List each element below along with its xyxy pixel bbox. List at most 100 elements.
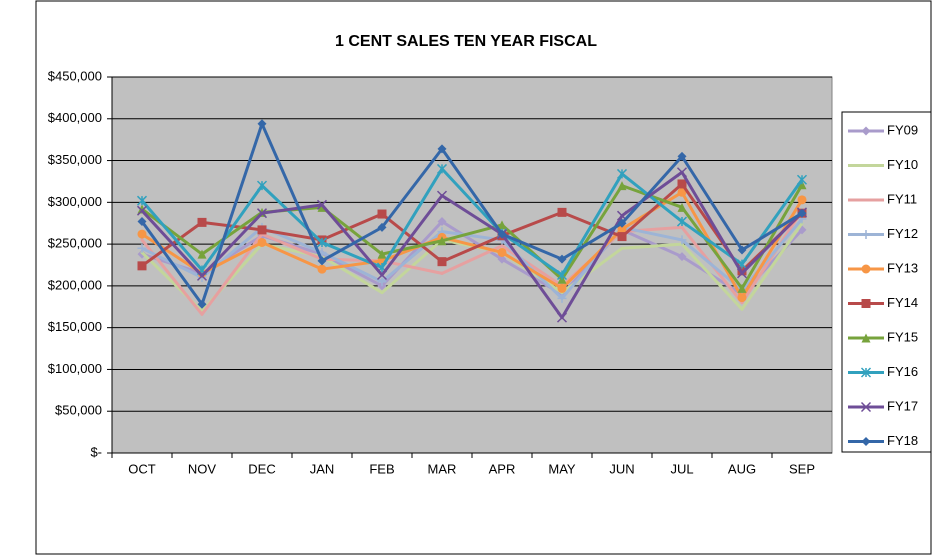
marker — [861, 333, 871, 343]
marker — [497, 247, 507, 257]
marker — [617, 218, 627, 228]
marker — [256, 208, 268, 219]
marker — [796, 174, 808, 185]
legend-label: FY18 — [887, 433, 918, 448]
series-line — [141, 184, 804, 290]
chart-title: 1 CENT SALES TEN YEAR FISCAL — [335, 33, 597, 50]
marker — [256, 180, 268, 191]
x-tick-label: OCT — [128, 461, 156, 476]
marker — [197, 249, 207, 259]
point — [500, 244, 504, 248]
point — [620, 246, 624, 250]
y-tick-label: $350,000 — [48, 152, 102, 167]
marker — [197, 299, 207, 309]
series-line — [140, 170, 804, 320]
marker — [557, 293, 567, 303]
point — [440, 271, 444, 275]
marker — [677, 252, 687, 262]
x-tick-label: SEP — [789, 461, 815, 476]
legend — [841, 111, 932, 453]
x-tick-label: JAN — [310, 461, 335, 476]
marker — [860, 367, 872, 378]
marker — [137, 229, 147, 239]
marker — [677, 151, 687, 161]
marker — [437, 217, 447, 227]
y-tick-label: $50,000 — [55, 403, 102, 418]
series-line — [140, 122, 803, 306]
y-tick-label: $100,000 — [48, 361, 102, 376]
x-tick-label: MAY — [548, 461, 576, 476]
legend-label: FY16 — [887, 364, 918, 379]
marker — [137, 217, 147, 227]
x-tick-label: JUL — [670, 461, 693, 476]
legend-label: FY10 — [887, 157, 918, 172]
legend-label: FY13 — [887, 260, 918, 275]
marker — [377, 249, 387, 259]
point — [140, 238, 144, 242]
marker — [317, 256, 327, 266]
legend-label: FY17 — [887, 398, 918, 413]
marker — [556, 269, 568, 281]
series-line — [140, 167, 804, 277]
marker — [860, 401, 872, 413]
marker — [557, 207, 567, 217]
x-tick-label: APR — [489, 461, 516, 476]
x-tick-label: NOV — [188, 461, 217, 476]
marker — [197, 217, 207, 227]
marker — [436, 163, 448, 174]
legend-label: FY09 — [887, 122, 918, 137]
y-tick-label: $250,000 — [48, 236, 102, 251]
marker — [677, 187, 687, 197]
x-tick-label: AUG — [728, 461, 756, 476]
y-tick-label: $200,000 — [48, 277, 102, 292]
marker — [497, 254, 507, 264]
y-tick-label: $450,000 — [48, 68, 102, 83]
marker — [797, 208, 807, 218]
legend-label: FY11 — [887, 191, 917, 206]
marker — [556, 312, 568, 323]
series-line — [141, 220, 804, 296]
marker — [316, 199, 328, 210]
marker — [677, 179, 687, 189]
marker — [737, 245, 747, 255]
marker — [617, 181, 627, 191]
marker — [436, 190, 448, 201]
marker — [377, 222, 387, 232]
x-tick-label: DEC — [248, 461, 275, 476]
marker — [616, 168, 628, 179]
marker — [861, 126, 871, 136]
marker — [797, 180, 807, 190]
marker — [737, 283, 747, 293]
y-tick-label: $150,000 — [48, 319, 102, 334]
marker — [677, 235, 687, 245]
marker — [257, 225, 267, 235]
marker — [676, 167, 688, 178]
legend-label: FY14 — [887, 295, 918, 310]
point — [740, 307, 744, 311]
marker — [136, 205, 148, 216]
marker — [317, 264, 327, 274]
marker — [137, 243, 147, 253]
point — [680, 225, 684, 229]
x-tick-label: MAR — [428, 461, 457, 476]
marker — [617, 232, 627, 242]
marker — [376, 269, 388, 281]
marker — [377, 209, 387, 219]
marker — [497, 220, 507, 230]
marker — [736, 268, 748, 279]
series-line — [141, 182, 804, 273]
marker — [136, 195, 148, 206]
marker — [377, 277, 387, 287]
marker — [557, 283, 567, 293]
marker — [737, 293, 747, 303]
marker — [676, 216, 688, 227]
marker — [861, 299, 871, 308]
marker — [316, 237, 328, 248]
marker — [137, 261, 147, 271]
point — [200, 312, 204, 316]
legend-label: FY12 — [887, 226, 918, 241]
marker — [861, 264, 871, 274]
marker — [861, 230, 871, 239]
marker — [437, 236, 447, 246]
